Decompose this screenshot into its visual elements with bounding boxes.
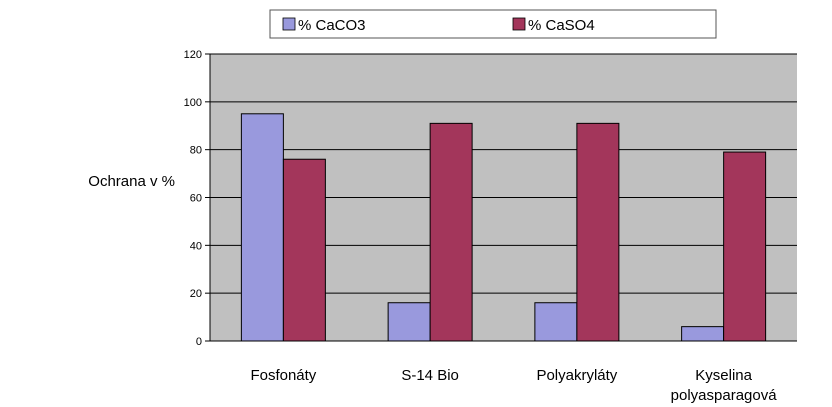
legend-label-caso4: % CaSO4 bbox=[528, 17, 595, 34]
y-tick-label: 0 bbox=[196, 336, 202, 348]
bars bbox=[240, 113, 767, 342]
bar-caso4 bbox=[282, 158, 326, 342]
y-tick-label: 120 bbox=[184, 49, 202, 61]
x-category-label: Kyselina bbox=[695, 367, 752, 384]
y-tick-label: 40 bbox=[190, 240, 202, 252]
x-category-label: S-14 Bio bbox=[401, 367, 459, 384]
bar-caco3 bbox=[534, 302, 578, 342]
legend: % CaCO3 % CaSO4 bbox=[269, 9, 717, 39]
x-category-label: Polyakryláty bbox=[536, 367, 617, 384]
legend-label-caco3: % CaCO3 bbox=[298, 17, 366, 34]
legend-box bbox=[269, 9, 717, 39]
bar-caso4 bbox=[723, 151, 767, 342]
x-axis-categories: Fosfonáty S-14 Bio Polyakryláty Kyselina pol… bbox=[250, 367, 777, 404]
bar-caco3 bbox=[681, 326, 725, 342]
y-tick-label: 60 bbox=[190, 193, 202, 205]
y-axis-ticks: 0 20 40 60 80 100 120 bbox=[184, 49, 210, 348]
legend-swatch-caso4 bbox=[512, 17, 526, 31]
y-axis-label: Ochrana v % bbox=[88, 173, 175, 190]
legend-swatch-caco3 bbox=[282, 17, 296, 31]
y-tick-label: 80 bbox=[190, 145, 202, 157]
y-tick-label: 100 bbox=[184, 97, 202, 109]
bar-caco3 bbox=[240, 113, 284, 342]
x-category-label: Fosfonáty bbox=[250, 367, 316, 384]
bar-caso4 bbox=[429, 122, 473, 342]
x-category-label: polyasparagová bbox=[671, 387, 778, 404]
y-tick-label: 20 bbox=[190, 288, 202, 300]
bar-caso4 bbox=[576, 122, 620, 342]
bar-caco3 bbox=[387, 302, 431, 342]
